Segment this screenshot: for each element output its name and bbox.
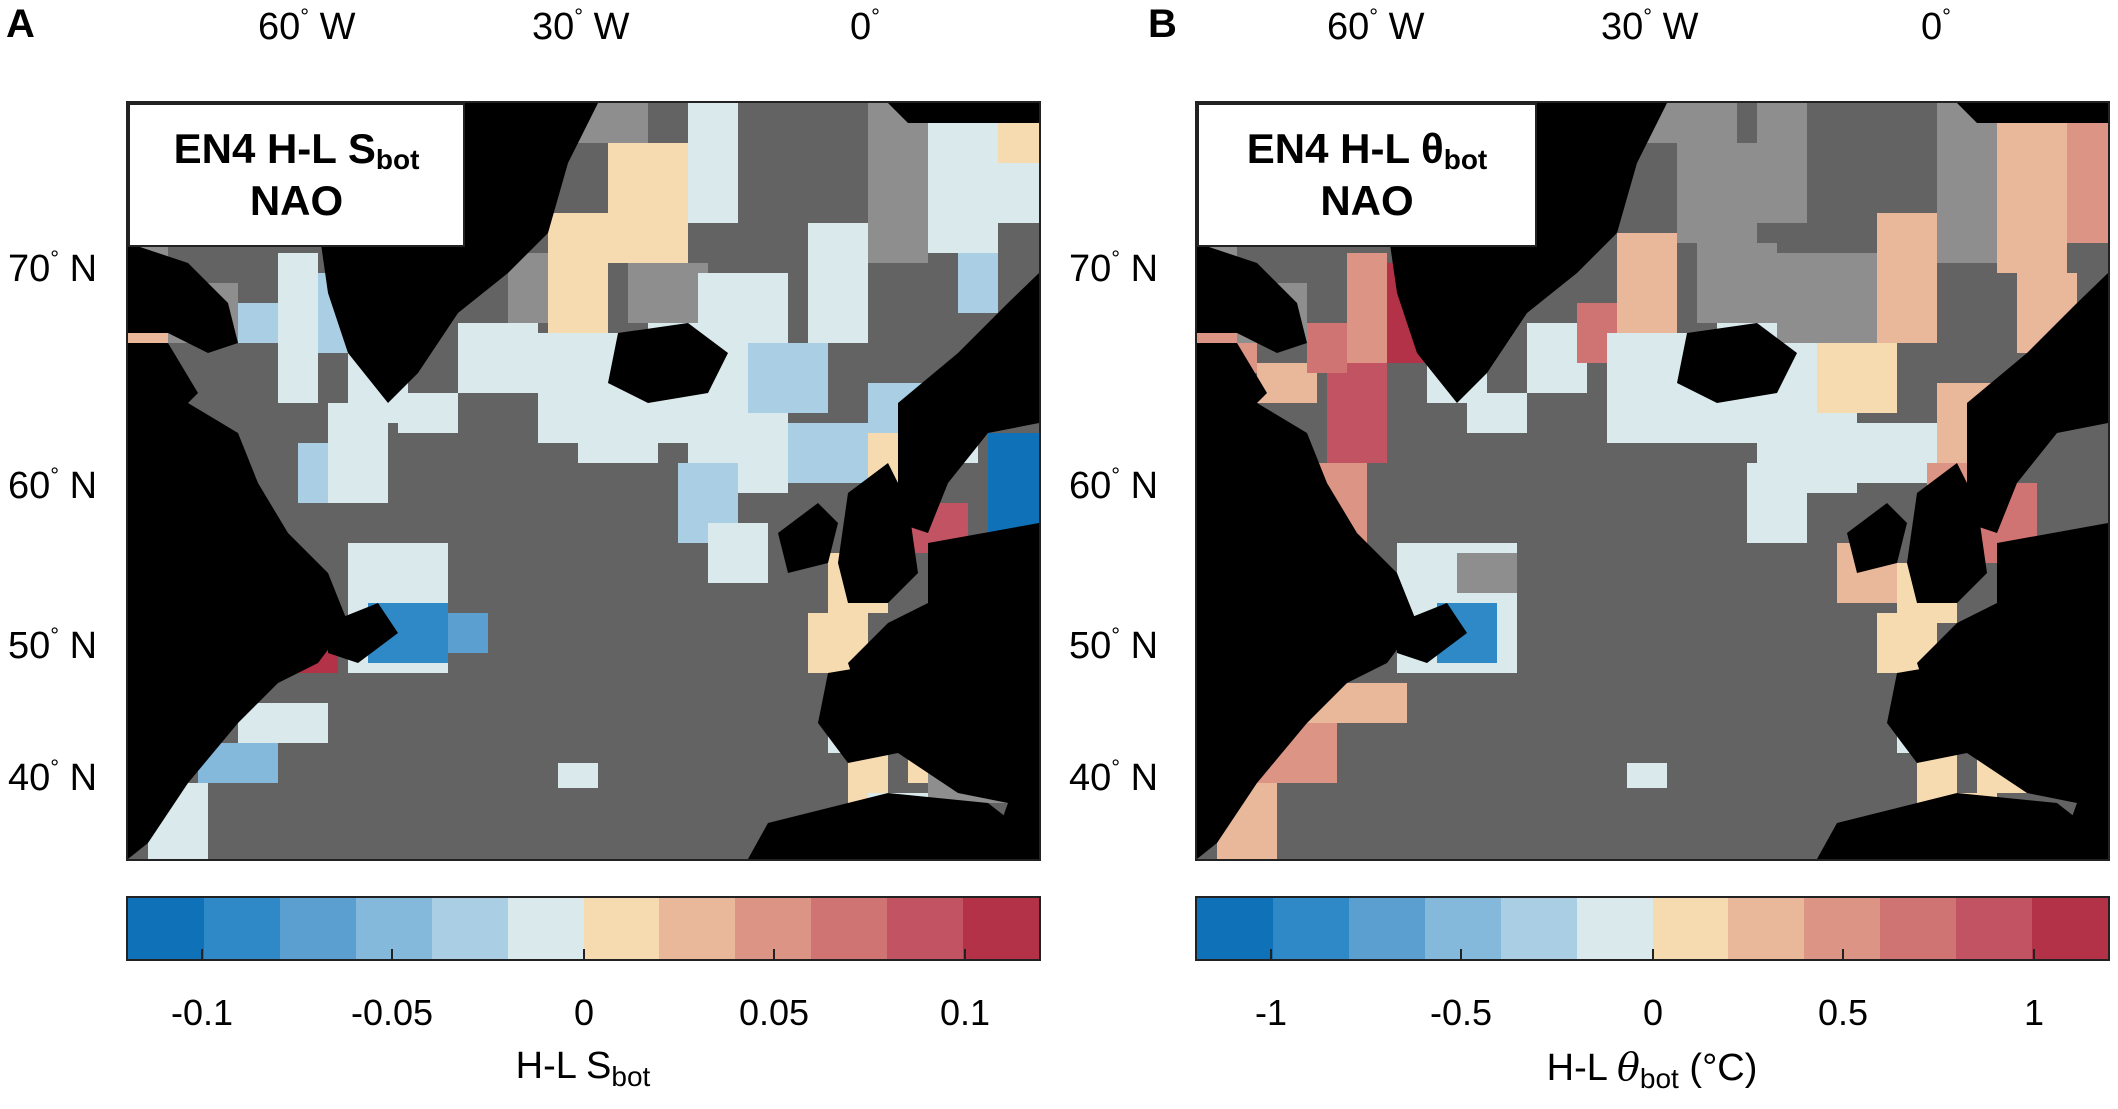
lat-label-70n: 70° N [8,246,98,290]
lat-label-40n: 40° N [8,755,98,799]
lon-label-30w: 30° W [532,4,630,48]
map-panel-a: EN4 H-L Sbot NAO [126,101,1041,861]
colorbar-tick-label: 0.1 [939,992,991,1033]
map-svg-a [128,103,1039,859]
panel-title-line2: NAO [249,177,344,225]
panel-b: B 60° W 30° W 0° 70° N 60° N 50° N 40° N [1059,0,2118,1109]
lat-label-60n: 60° N [8,463,98,507]
colorbar-tick-label: -0.5 [1429,992,1493,1033]
colorbar-tick-label: 0 [573,992,595,1033]
lon-label-30w: 30° W [1601,4,1699,48]
colorbar-tick-label: 0.5 [1817,992,1869,1033]
colorbar-b [1195,896,2110,961]
panel-title-line1: EN4 H-L θbot [1246,124,1488,175]
panel-title-line2: NAO [1320,177,1414,225]
lon-label-60w: 60° W [258,4,356,48]
colorbar-title-b: H-L θbot (°C) [1546,1045,1758,1094]
panel-title-line1: EN4 H-L Sbot [173,124,420,175]
panel-a: A 60° W 30° W 0° 70° N 60° N 50° N 40° N [6,2,1041,1092]
lat-label-70n: 70° N [1069,246,1159,290]
map-panel-b: EN4 H-L θbot NAO [1195,101,2110,861]
lat-label-50n: 50° N [8,623,98,667]
map-svg-b [1197,103,2108,859]
colorbar-tick-label: -1 [1254,992,1288,1033]
colorbar-tick-label: 0.05 [738,992,810,1033]
colorbar-tick-label: -0.1 [170,992,234,1033]
colorbar-tick-label: 0 [1642,992,1664,1033]
lon-label-0: 0° [1921,4,1951,48]
lat-label-50n: 50° N [1069,623,1159,667]
panel-letter: A [6,2,35,46]
colorbar-title-a: H-L Sbot [515,1045,651,1092]
lat-label-60n: 60° N [1069,463,1159,507]
panel-title-box: EN4 H-L Sbot NAO [128,103,465,247]
lon-label-60w: 60° W [1327,4,1425,48]
lon-label-0: 0° [850,4,880,48]
lat-label-40n: 40° N [1069,755,1159,799]
panel-letter: B [1148,2,1177,46]
colorbar-a [126,896,1041,961]
panel-title-box: EN4 H-L θbot NAO [1197,103,1537,247]
colorbar-tick-label: -0.05 [350,992,434,1033]
colorbar-tick-label: 1 [2023,992,2045,1033]
